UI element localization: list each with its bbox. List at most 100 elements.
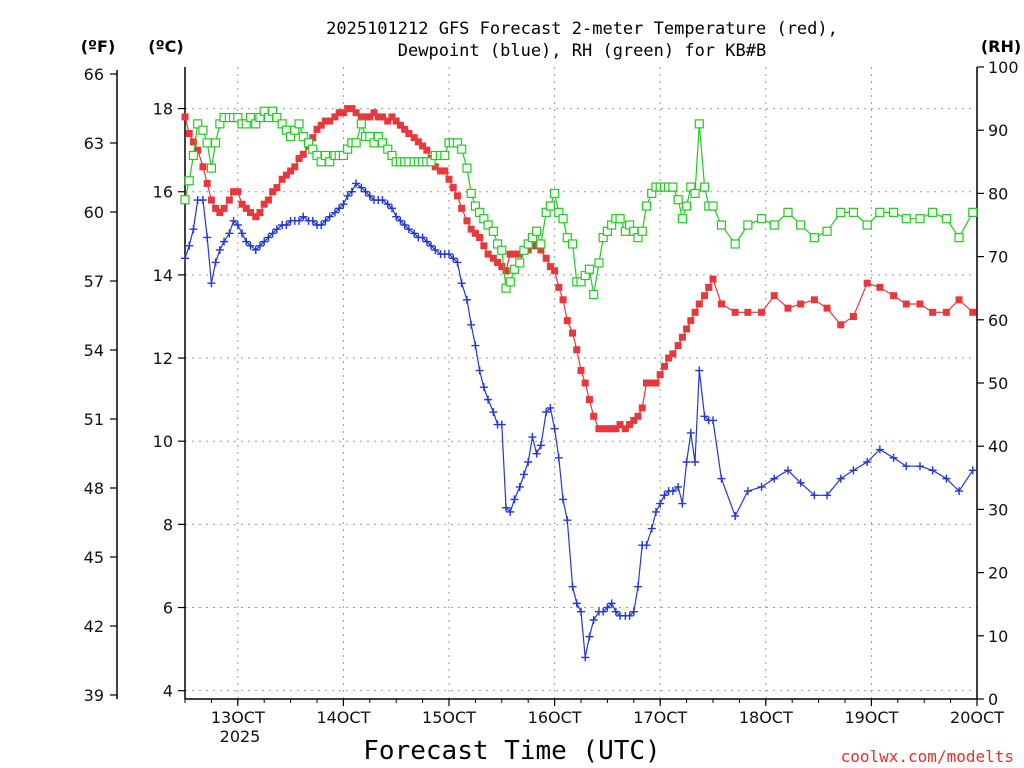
temperature-point bbox=[573, 346, 581, 354]
temperature-point bbox=[489, 254, 497, 262]
dewpoint-point bbox=[422, 237, 431, 246]
fahrenheit-tick-label: 45 bbox=[84, 548, 104, 567]
dewpoint-point bbox=[475, 366, 484, 375]
dewpoint-point bbox=[686, 428, 695, 437]
dewpoint-point bbox=[524, 458, 533, 466]
dewpoint-point bbox=[519, 470, 528, 479]
rh-point bbox=[848, 207, 859, 217]
x-tick-label: 13OCT bbox=[211, 708, 265, 727]
dewpoint-point bbox=[427, 241, 436, 250]
rh-point bbox=[694, 119, 704, 129]
dewpoint-point bbox=[431, 245, 440, 254]
rh-point bbox=[589, 289, 599, 300]
temperature-point bbox=[581, 379, 589, 387]
dewpoint-point bbox=[668, 487, 677, 496]
dewpoint-series bbox=[181, 179, 977, 662]
celsius-tick-label: 8 bbox=[163, 515, 173, 534]
dewpoint-point bbox=[457, 279, 466, 288]
dewpoint-point bbox=[400, 221, 409, 229]
temperature-point bbox=[449, 184, 457, 192]
temperature-point bbox=[569, 329, 577, 337]
rh-point bbox=[356, 119, 366, 129]
dewpoint-point bbox=[717, 474, 726, 483]
temperature-point bbox=[230, 188, 238, 196]
rh-point bbox=[351, 138, 361, 148]
temperature-point bbox=[423, 146, 431, 154]
dewpoint-point bbox=[678, 499, 687, 508]
dewpoint-point bbox=[392, 212, 401, 221]
dewpoint-point bbox=[317, 221, 326, 229]
temperature-point bbox=[269, 188, 277, 196]
fahrenheit-tick-label: 63 bbox=[84, 134, 104, 153]
x-tick-label: 20OCT bbox=[950, 708, 1004, 727]
temperature-point bbox=[784, 304, 792, 312]
dewpoint-point bbox=[264, 233, 273, 242]
rh-point bbox=[188, 150, 199, 161]
temperature-point bbox=[291, 163, 299, 171]
temperature-point bbox=[758, 308, 766, 316]
temperature-point bbox=[295, 154, 303, 162]
rh-point bbox=[198, 125, 208, 135]
dewpoint-point bbox=[361, 187, 370, 196]
dewpoint-point bbox=[325, 212, 334, 221]
x-tick-label: 19OCT bbox=[844, 708, 898, 727]
rh-point bbox=[462, 163, 472, 173]
dewpoint-point bbox=[823, 491, 832, 500]
dewpoint-point bbox=[260, 237, 269, 246]
temperature-point bbox=[642, 379, 650, 387]
fahrenheit-tick-label: 57 bbox=[84, 272, 104, 291]
rh-tick-label: 70 bbox=[988, 248, 1008, 267]
temperature-point bbox=[955, 296, 963, 304]
temperature-point bbox=[392, 117, 400, 125]
dewpoint-point bbox=[589, 616, 598, 624]
dewpoint-point bbox=[757, 482, 766, 491]
fahrenheit-tick-label: 66 bbox=[84, 65, 104, 84]
rh-point bbox=[532, 226, 542, 236]
temperature-point bbox=[480, 242, 488, 250]
source-credit: coolwx.com/modelts bbox=[841, 747, 1014, 766]
dewpoint-point bbox=[255, 241, 264, 250]
dewpoint-point bbox=[246, 241, 255, 250]
rh-point bbox=[245, 112, 256, 123]
rh-point bbox=[497, 245, 507, 255]
rh-point bbox=[567, 239, 578, 249]
rh-point bbox=[677, 214, 687, 224]
dewpoint-point bbox=[229, 216, 238, 225]
dewpoint-point bbox=[453, 258, 462, 267]
dewpoint-point bbox=[796, 478, 805, 487]
temperature-point bbox=[357, 113, 365, 121]
dewpoint-point bbox=[532, 449, 541, 458]
temperature-point bbox=[273, 184, 281, 192]
dewpoint-point bbox=[339, 200, 348, 209]
temperature-point bbox=[441, 167, 449, 175]
dewpoint-point bbox=[299, 212, 308, 221]
grid-lines bbox=[185, 67, 977, 699]
dewpoint-point bbox=[467, 320, 476, 329]
dewpoint-point bbox=[577, 607, 585, 616]
dewpoint-point bbox=[282, 221, 291, 229]
celsius-tick-label: 10 bbox=[153, 432, 173, 451]
rh-tick-label: 10 bbox=[988, 627, 1008, 646]
dewpoint-point bbox=[225, 229, 234, 238]
dewpoint-point bbox=[378, 196, 387, 205]
dewpoint-point bbox=[497, 420, 506, 429]
temperature-point bbox=[585, 396, 593, 404]
dewpoint-point bbox=[955, 487, 964, 496]
rh-point bbox=[699, 182, 710, 192]
temperature-point bbox=[220, 204, 228, 212]
dewpoint-point bbox=[546, 403, 555, 412]
rh-point bbox=[637, 226, 647, 236]
dewpoint-point bbox=[849, 466, 858, 475]
temperature-point bbox=[863, 279, 871, 287]
rh-point bbox=[681, 201, 692, 211]
celsius-tick-label: 12 bbox=[153, 349, 173, 368]
temperature-point bbox=[384, 117, 392, 125]
dewpoint-point bbox=[445, 250, 453, 259]
rh-point bbox=[184, 176, 194, 186]
temperature-point bbox=[648, 379, 656, 387]
dewpoint-point bbox=[559, 495, 568, 504]
temperature-point bbox=[431, 163, 439, 171]
data-series bbox=[180, 105, 978, 662]
dewpoint-point bbox=[625, 611, 634, 620]
